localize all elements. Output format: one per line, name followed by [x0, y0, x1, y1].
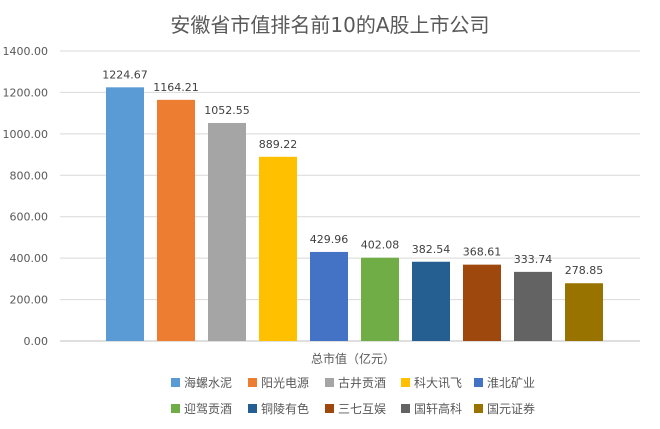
gridlines	[60, 50, 640, 342]
data-label: 1164.21	[153, 81, 199, 94]
chart-title: 安徽省市值排名前10的A股上市公司	[170, 13, 489, 37]
legend-label: 国轩高科	[414, 401, 462, 416]
legend-swatch	[248, 378, 257, 387]
legend-swatch	[474, 404, 483, 413]
y-tick-label: 1000.00	[3, 128, 49, 141]
legend-swatch	[401, 378, 410, 387]
bar-5	[310, 251, 348, 341]
legend-swatch	[171, 404, 180, 413]
data-label: 333.74	[514, 253, 553, 266]
data-label: 1224.67	[102, 68, 148, 81]
data-label: 368.61	[463, 246, 502, 259]
data-label: 889.22	[259, 138, 298, 151]
x-axis-label: 总市值（亿元）	[311, 351, 395, 366]
legend-label: 海螺水泥	[184, 375, 232, 390]
legend-label: 阳光电源	[261, 376, 309, 390]
y-tick-label: 400.00	[10, 252, 49, 265]
legend-label: 铜陵有色	[261, 401, 309, 416]
legend-swatch	[171, 378, 180, 387]
legend-item: 科大讯飞	[401, 376, 462, 390]
legend-item: 古井贡酒	[325, 375, 386, 390]
legend-label: 三七互娱	[338, 402, 386, 416]
bar-4	[259, 156, 297, 341]
data-label: 382.54	[412, 243, 451, 256]
legend-item: 淮北矿业	[474, 376, 535, 390]
legend-swatch	[325, 404, 334, 413]
legend-item: 国轩高科	[401, 401, 462, 416]
y-tick-label: 1400.00	[3, 45, 49, 58]
bar-2	[157, 99, 195, 341]
legend-item: 国元证券	[474, 401, 535, 416]
y-tick-label: 600.00	[10, 211, 49, 224]
bars	[106, 87, 603, 341]
bar-3	[208, 122, 246, 341]
y-tick-label: 0.00	[24, 335, 49, 348]
bar-6	[361, 257, 399, 341]
legend-label: 淮北矿业	[487, 376, 535, 390]
data-label: 402.08	[361, 239, 400, 252]
bar-8	[463, 264, 501, 341]
legend-label: 科大讯飞	[414, 376, 462, 390]
y-tick-label: 1200.00	[3, 86, 49, 99]
legend-swatch	[474, 378, 483, 387]
legend-label: 迎驾贡酒	[184, 402, 232, 416]
y-tick-label: 200.00	[10, 294, 49, 307]
data-label: 1052.55	[204, 104, 250, 117]
legend-swatch	[248, 404, 257, 413]
legend-item: 三七互娱	[325, 402, 386, 416]
legend-label: 国元证券	[487, 401, 535, 416]
legend-item: 海螺水泥	[171, 375, 232, 390]
legend-label: 古井贡酒	[338, 375, 386, 390]
legend-swatch	[401, 404, 410, 413]
legend-item: 铜陵有色	[248, 401, 309, 416]
bar-9	[514, 271, 552, 341]
data-label: 278.85	[565, 264, 604, 277]
legend-item: 迎驾贡酒	[171, 402, 232, 416]
y-axis-ticks: 0.00 200.00 400.00 600.00 800.00 1000.00 1200.…	[3, 45, 49, 348]
data-labels: 1224.67 1164.21 1052.55 889.22 429.96 402.08 3…	[102, 68, 603, 277]
legend-item: 阳光电源	[248, 376, 309, 390]
bar-1	[106, 87, 144, 341]
bar-7	[412, 261, 450, 341]
bar-10	[565, 283, 603, 341]
legend-swatch	[325, 378, 334, 387]
y-tick-label: 800.00	[10, 169, 49, 182]
data-label: 429.96	[310, 233, 349, 246]
